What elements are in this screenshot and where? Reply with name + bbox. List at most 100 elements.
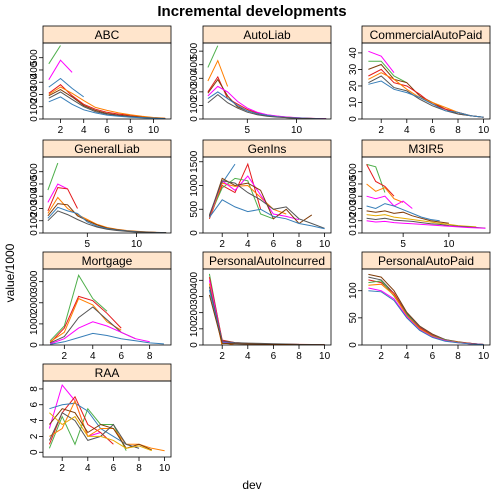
y-tick-label: 0: [29, 449, 40, 455]
x-tick-label: 8: [296, 239, 302, 250]
series-line: [49, 295, 122, 344]
figure-title: Incremental developments: [157, 3, 347, 20]
x-tick-label: 8: [296, 351, 302, 362]
series-line: [49, 297, 122, 343]
series-line: [368, 75, 484, 118]
y-tick-label: 3000: [29, 270, 40, 293]
series-line: [208, 283, 325, 345]
y-tick-label: 1500: [189, 150, 200, 173]
series-line: [48, 45, 61, 65]
strip-label: ABC: [95, 28, 120, 42]
x-tick-label: 2: [378, 351, 384, 362]
y-tick-label: 200: [189, 83, 200, 100]
panel-frame: [42, 156, 172, 234]
x-tick-label: 6: [118, 351, 124, 362]
panel-frame: [361, 268, 491, 346]
x-tick-label: 6: [430, 125, 436, 136]
y-axis-label: value/1000: [3, 243, 17, 303]
series-line: [366, 163, 386, 193]
y-tick-label: 100: [29, 98, 40, 115]
x-tick-label: 5: [245, 125, 251, 136]
series-line: [368, 68, 484, 118]
series-line: [49, 321, 150, 345]
x-tick-label: 10: [159, 463, 171, 474]
y-tick-label: 100: [29, 212, 40, 229]
x-tick-label: 6: [104, 125, 110, 136]
series-line: [48, 411, 140, 449]
x-axis-label: dev: [242, 478, 262, 492]
y-tick-label: 500: [189, 200, 200, 217]
y-tick-label: 200: [189, 304, 200, 321]
series-line: [48, 77, 84, 98]
x-tick-label: 10: [319, 351, 331, 362]
y-tick-label: 0: [189, 342, 200, 348]
x-tick-label: 4: [85, 463, 91, 474]
y-tick-label: 20: [348, 80, 359, 92]
panel-frame: [361, 156, 491, 234]
series-line: [208, 199, 325, 230]
series-line: [368, 80, 484, 118]
series-line: [47, 162, 59, 191]
series-line: [208, 294, 325, 345]
series-line: [366, 203, 440, 222]
strip-label: GenIns: [248, 142, 287, 156]
x-tick-label: 8: [455, 351, 461, 362]
panel-frame: [202, 268, 332, 346]
y-tick-label: 0: [29, 342, 40, 348]
x-tick-label: 4: [404, 125, 410, 136]
strip-label: GeneralLiab: [74, 142, 140, 156]
series-line: [368, 290, 484, 345]
series-line: [208, 177, 313, 225]
x-tick-label: 8: [127, 125, 133, 136]
series-line: [208, 289, 325, 345]
series-line: [49, 408, 153, 451]
y-tick-label: 1000: [189, 174, 200, 197]
x-tick-label: 10: [478, 125, 490, 136]
y-tick-label: 0: [189, 116, 200, 122]
y-tick-label: 8: [29, 386, 40, 392]
series-line: [208, 286, 325, 345]
panel-frame: [42, 42, 172, 120]
series-line: [208, 273, 325, 345]
series-line: [368, 63, 484, 118]
y-tick-label: 0: [29, 230, 40, 236]
x-tick-label: 10: [443, 239, 455, 250]
x-tick-label: 2: [219, 239, 225, 250]
series-line: [49, 402, 140, 449]
x-tick-label: 10: [291, 125, 303, 136]
series-line: [368, 287, 484, 345]
panel-frame: [202, 42, 332, 120]
x-tick-label: 6: [430, 351, 436, 362]
y-tick-label: 4: [29, 417, 40, 423]
y-tick-label: 400: [189, 56, 200, 73]
series-line: [207, 85, 327, 119]
y-tick-label: 400: [29, 61, 40, 78]
x-tick-label: 2: [58, 125, 64, 136]
x-tick-label: 4: [81, 125, 87, 136]
series-line: [366, 214, 477, 228]
x-tick-label: 5: [400, 239, 406, 250]
series-line: [49, 274, 108, 342]
strip-label: PersonalAutoIncurred: [209, 254, 325, 268]
y-tick-label: 300: [348, 187, 359, 204]
x-tick-label: 5: [85, 239, 91, 250]
series-line: [366, 195, 413, 209]
series-line: [47, 210, 167, 233]
y-tick-label: 0: [29, 116, 40, 122]
x-tick-label: 10: [148, 125, 160, 136]
series-line: [368, 60, 408, 84]
series-line: [366, 164, 395, 197]
y-tick-label: 1000: [29, 312, 40, 335]
x-tick-label: 2: [219, 351, 225, 362]
y-tick-label: 500: [29, 49, 40, 66]
y-tick-label: 0: [348, 116, 359, 122]
x-tick-label: 6: [271, 239, 277, 250]
y-tick-label: 400: [29, 175, 40, 192]
series-line: [48, 59, 73, 81]
x-tick-label: 6: [271, 351, 277, 362]
y-tick-label: 300: [29, 73, 40, 90]
